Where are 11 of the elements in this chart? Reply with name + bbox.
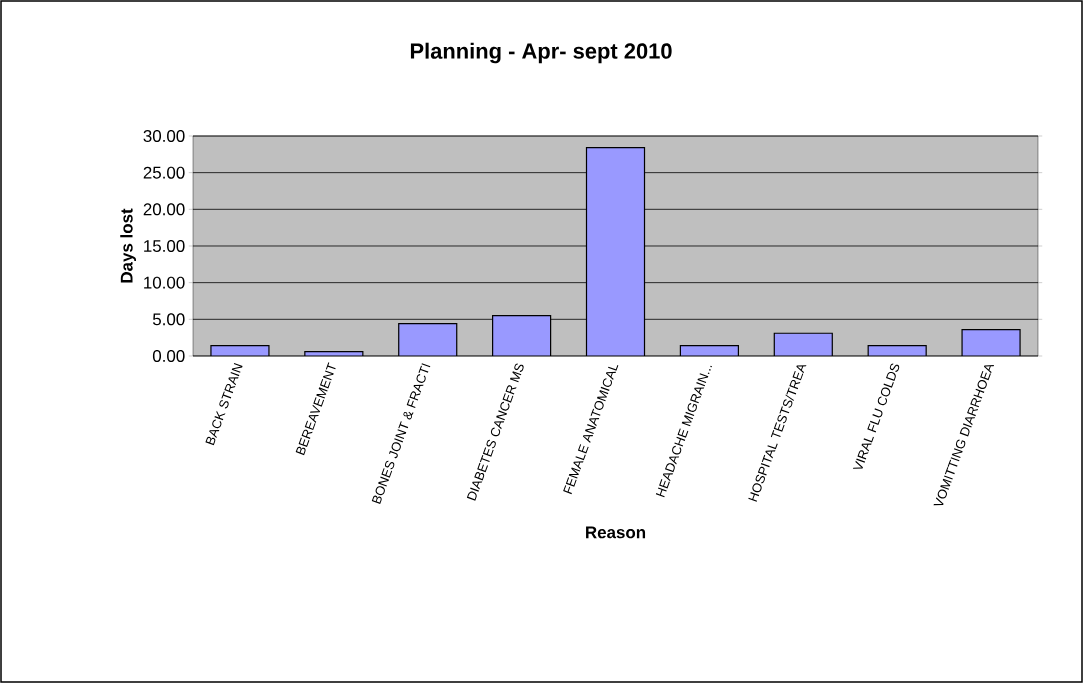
y-tick-label: 0.00 (152, 349, 185, 362)
y-tick-label: 25.00 (143, 166, 185, 179)
y-tick-label: 5.00 (152, 313, 185, 326)
chart-title: Planning - Apr- sept 2010 (410, 42, 672, 64)
x-axis-title: Reason (586, 526, 646, 539)
y-tick-label: 30.00 (143, 129, 185, 142)
y-tick-label: 20.00 (143, 203, 185, 216)
x-tick-label: VIRAL FLU COLDS (852, 363, 900, 469)
y-tick-label: 10.00 (144, 276, 185, 289)
y-tick-label: 15.00 (144, 239, 185, 252)
y-axis-title: Days lost (120, 208, 137, 283)
